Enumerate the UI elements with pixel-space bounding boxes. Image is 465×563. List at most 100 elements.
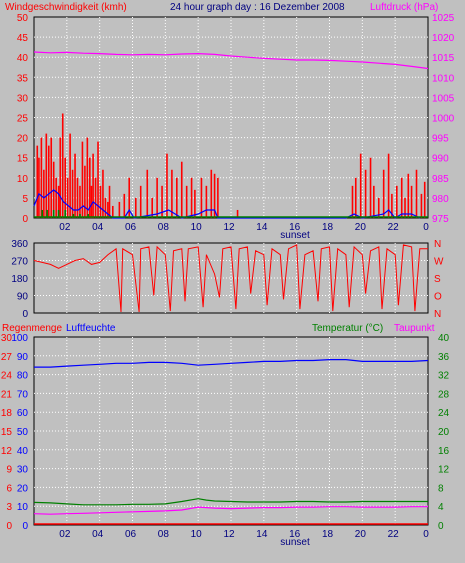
pressure-right-y-tick: 1010 <box>432 73 455 84</box>
humidity-x-tick: 12 <box>223 529 235 540</box>
direction-right-y-tick: N <box>434 239 441 250</box>
temperature-right-y-tick: 20 <box>438 427 450 438</box>
direction-plot-area <box>33 242 429 314</box>
temperature-right-y-tick: 16 <box>438 446 450 457</box>
humidity-x-tick: 14 <box>256 529 268 540</box>
rain-left-y-tick: 12 <box>1 446 13 457</box>
pressure-right-y-tick: 995 <box>432 134 449 145</box>
humidity-x-tick: 04 <box>92 529 104 540</box>
humidity-temperature-panel: 0369121518212427300102030405060708090100… <box>1 333 450 548</box>
humidity-x-tick: 0 <box>423 529 429 540</box>
pressure-right-y-tick: 1025 <box>432 13 455 24</box>
wind-left-y-tick: 35 <box>17 73 29 84</box>
temperature-right-y-tick: 0 <box>438 521 444 532</box>
temperature-right-y-tick: 28 <box>438 389 450 400</box>
humidity-line <box>34 359 429 368</box>
humidity-left-y-tick: 30 <box>17 465 29 476</box>
humidity-x-tick: 08 <box>158 529 170 540</box>
rain-left-y-tick: 27 <box>1 352 13 363</box>
rain-left-y-tick: 9 <box>6 465 12 476</box>
dewpoint-line <box>33 506 428 515</box>
wind-x-tick: 20 <box>355 222 367 233</box>
wind-left-y-tick: 0 <box>22 214 28 225</box>
rain-left-y-tick: 3 <box>6 502 12 513</box>
humidity-left-y-tick: 50 <box>17 427 29 438</box>
pressure-right-y-tick: 975 <box>432 214 449 225</box>
humidity-x-tick: 06 <box>125 529 137 540</box>
pressure-label: Luftdruck (hPa) <box>370 2 438 13</box>
wind-x-tick: 12 <box>223 222 235 233</box>
graph-title: 24 hour graph day : 16 Dezember 2008 <box>170 2 345 13</box>
pressure-right-y-tick: 1005 <box>432 93 455 104</box>
wind-left-y-tick: 20 <box>17 134 29 145</box>
rain-left-y-tick: 6 <box>6 483 12 494</box>
wind-left-y-tick: 30 <box>17 93 29 104</box>
humidity-x-tick: 10 <box>191 529 203 540</box>
temperature-right-y-tick: 40 <box>438 333 450 344</box>
wind-x-tick: 02 <box>59 222 71 233</box>
wind-left-y-tick: 25 <box>17 114 29 125</box>
wind-left-y-tick: 10 <box>17 174 29 185</box>
wind-left-y-tick: 5 <box>22 194 28 205</box>
rain-left-y-tick: 21 <box>1 389 13 400</box>
wind-left-y-tick: 50 <box>17 13 29 24</box>
wind-avg-line <box>33 189 421 219</box>
rain-left-y-tick: 15 <box>1 427 13 438</box>
direction-line <box>33 244 428 313</box>
wind-left-y-tick: 45 <box>17 33 29 44</box>
humidity-left-y-tick: 10 <box>17 502 29 513</box>
direction-right-y-tick: N <box>434 309 441 320</box>
humidity-left-y-tick: 70 <box>17 389 29 400</box>
humidity-sunset-label: sunset <box>280 537 310 548</box>
humidity-left-y-tick: 80 <box>17 371 29 382</box>
direction-right-y-tick: S <box>434 274 441 285</box>
humidity-left-y-tick: 100 <box>11 333 28 344</box>
humidity-x-tick: 22 <box>388 529 400 540</box>
temperature-label: Temperatur (°C) <box>312 323 383 334</box>
rain-left-y-tick: 24 <box>1 371 13 382</box>
pressure-right-y-tick: 1020 <box>432 33 455 44</box>
wind-x-tick: 22 <box>388 222 400 233</box>
temperature-right-y-tick: 36 <box>438 352 450 363</box>
wind-x-tick: 14 <box>256 222 268 233</box>
temperature-right-y-tick: 24 <box>438 408 450 419</box>
pressure-right-y-tick: 980 <box>432 194 449 205</box>
humidity-left-y-tick: 40 <box>17 446 29 457</box>
temperature-right-y-tick: 4 <box>438 502 444 513</box>
wind-x-tick: 16 <box>289 222 301 233</box>
humidity-x-tick: 16 <box>289 529 301 540</box>
rain-left-y-tick: 30 <box>1 333 13 344</box>
humidity-x-tick: 20 <box>355 529 367 540</box>
humidity-left-y-tick: 60 <box>17 408 29 419</box>
wind-x-tick: 10 <box>191 222 203 233</box>
wind-x-tick: 18 <box>322 222 334 233</box>
pressure-right-y-tick: 990 <box>432 154 449 165</box>
direction-left-y-tick: 360 <box>11 239 28 250</box>
rain-label: Regenmenge <box>2 323 62 334</box>
wind-left-y-tick: 40 <box>17 53 29 64</box>
pressure-right-y-tick: 985 <box>432 174 449 185</box>
temperature-right-y-tick: 12 <box>438 465 450 476</box>
wind-left-y-tick: 15 <box>17 154 29 165</box>
rain-left-y-tick: 0 <box>6 521 12 532</box>
pressure-right-y-tick: 1015 <box>432 53 455 64</box>
direction-right-y-tick: W <box>434 257 444 268</box>
wind-label: Windgeschwindigkeit (kmh) <box>5 2 127 13</box>
temperature-right-y-tick: 8 <box>438 483 444 494</box>
wind-pressure-panel: 0510152025303540455097598098599099510001… <box>17 13 455 241</box>
humidity-x-tick: 02 <box>59 529 71 540</box>
direction-right-y-tick: O <box>434 292 442 303</box>
rain-left-y-tick: 18 <box>1 408 13 419</box>
humidity-left-y-tick: 20 <box>17 483 29 494</box>
humidity-left-y-tick: 0 <box>22 521 28 532</box>
direction-left-y-tick: 180 <box>11 274 28 285</box>
wind-x-tick: 08 <box>158 222 170 233</box>
pressure-line <box>33 51 429 70</box>
temperature-line <box>33 498 428 506</box>
humidity-left-y-tick: 90 <box>17 352 29 363</box>
dewpoint-label: Taupunkt <box>394 323 435 334</box>
wind-x-tick: 06 <box>125 222 137 233</box>
direction-left-y-tick: 0 <box>22 309 28 320</box>
